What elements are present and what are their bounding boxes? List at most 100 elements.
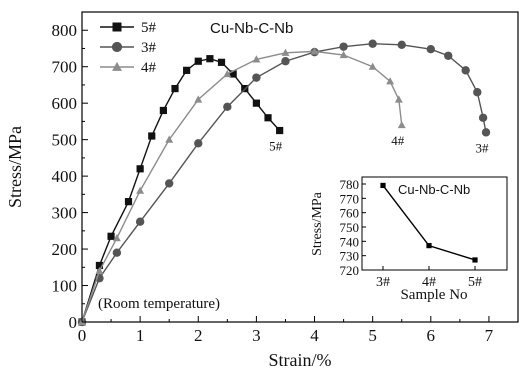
y-tick-label: 500: [52, 131, 78, 150]
legend-marker: [112, 22, 122, 32]
legend-marker: [112, 61, 122, 71]
inset-marks: [380, 182, 478, 263]
inset-title: Cu-Nb-C-Nb: [398, 182, 470, 197]
x-tick-label: 7: [485, 326, 494, 345]
data-point: [206, 55, 214, 63]
x-tick-label: 6: [427, 326, 436, 345]
y-tick-label: 700: [52, 58, 78, 77]
data-point: [473, 88, 482, 97]
data-point: [252, 73, 261, 82]
y-tick-label: 0: [69, 313, 78, 332]
data-point: [194, 57, 202, 65]
series-line: [81, 57, 281, 323]
series-0: 5#: [78, 55, 284, 326]
main-marks: 5# 3# 4#: [77, 39, 491, 327]
x-tick-label: 0: [78, 326, 87, 345]
data-point: [112, 234, 121, 242]
inset-y-tick-label: 720: [340, 263, 360, 278]
series-end-label: 3#: [476, 140, 490, 155]
main-plot-frame: [81, 11, 519, 323]
data-point: [136, 186, 145, 194]
data-point: [444, 51, 453, 60]
data-point: [310, 47, 319, 55]
data-point: [107, 232, 115, 240]
x-tick-label: 1: [136, 326, 145, 345]
data-point: [136, 165, 144, 173]
data-point: [461, 66, 470, 75]
data-point: [281, 48, 290, 56]
room-temperature-annotation: (Room temperature): [98, 296, 220, 312]
data-point: [481, 128, 491, 137]
data-point: [135, 217, 145, 226]
main-title: Cu-Nb-C-Nb: [210, 20, 293, 37]
data-point: [194, 95, 203, 103]
data-point: [339, 42, 348, 51]
data-point: [165, 135, 174, 143]
data-point: [165, 179, 174, 188]
x-tick-label: 3: [252, 326, 261, 345]
x-tick-label: 2: [194, 326, 203, 345]
data-point: [217, 58, 226, 66]
data-point: [264, 114, 272, 122]
series-end-label: 5#: [269, 139, 283, 154]
legend-item-1: 3#: [100, 40, 157, 56]
series-end-label: 4#: [391, 133, 405, 148]
data-point: [478, 113, 488, 122]
inset-y-tick-label: 730: [340, 249, 360, 264]
data-point: [223, 69, 232, 78]
legend-marker: [111, 41, 123, 53]
data-point: [252, 55, 261, 63]
data-point: [159, 106, 167, 115]
data-point: [171, 84, 179, 93]
data-point: [368, 39, 377, 48]
main-x-axis-label: Strain/%: [269, 350, 332, 370]
x-tick-label: 5: [368, 326, 377, 345]
data-point: [386, 77, 395, 85]
data-point: [183, 66, 191, 74]
inset-data-point: [380, 182, 386, 189]
inset-data-point: [426, 243, 432, 249]
data-point: [223, 102, 232, 112]
inset-y-tick-label: 750: [340, 220, 360, 235]
y-tick-label: 300: [52, 204, 78, 223]
series-2: 4#: [78, 47, 406, 326]
inset-x-axis-label: Sample No: [400, 287, 467, 303]
data-point: [229, 70, 237, 78]
data-point: [95, 266, 104, 275]
data-point: [397, 40, 406, 50]
y-tick-label: 400: [52, 167, 78, 186]
data-point: [112, 248, 122, 257]
data-point: [276, 126, 284, 135]
legend-label: 4#: [141, 60, 157, 76]
inset-plot-frame: [361, 176, 508, 271]
data-point: [281, 57, 290, 66]
inset-x-tick-label: 4#: [422, 275, 436, 290]
y-tick-label: 100: [52, 277, 78, 296]
data-point: [252, 99, 260, 107]
inset-x-tick-label: 5#: [468, 275, 482, 290]
legend-item-2: 4#: [100, 60, 157, 76]
data-point: [124, 198, 133, 206]
data-point: [95, 261, 104, 270]
data-point: [148, 132, 156, 140]
inset-y-axis-label: Stress/MPa: [310, 191, 325, 256]
y-tick-label: 200: [52, 240, 78, 259]
inset-y-tick-label: 770: [340, 191, 360, 206]
legend-label: 5#: [141, 20, 157, 36]
data-point: [368, 62, 377, 70]
data-point: [194, 139, 203, 148]
legend-item-0: 5#: [100, 20, 157, 36]
data-point: [394, 95, 403, 103]
main-plot: 5# 3# 4# 0 1 2 3 4 5 6 7 0 100 200 300 400 500 600 700 800…: [5, 11, 519, 370]
legend-label: 3#: [141, 40, 157, 56]
y-tick-label: 800: [52, 21, 78, 40]
inset-y-tick-label: 760: [340, 206, 360, 221]
y-tick-label: 600: [52, 94, 78, 113]
inset-data-point: [472, 257, 478, 263]
x-tick-label: 4: [310, 326, 319, 345]
inset-x-tick-label: 3#: [376, 275, 390, 290]
main-y-axis-label: Stress/MPa: [5, 126, 25, 208]
